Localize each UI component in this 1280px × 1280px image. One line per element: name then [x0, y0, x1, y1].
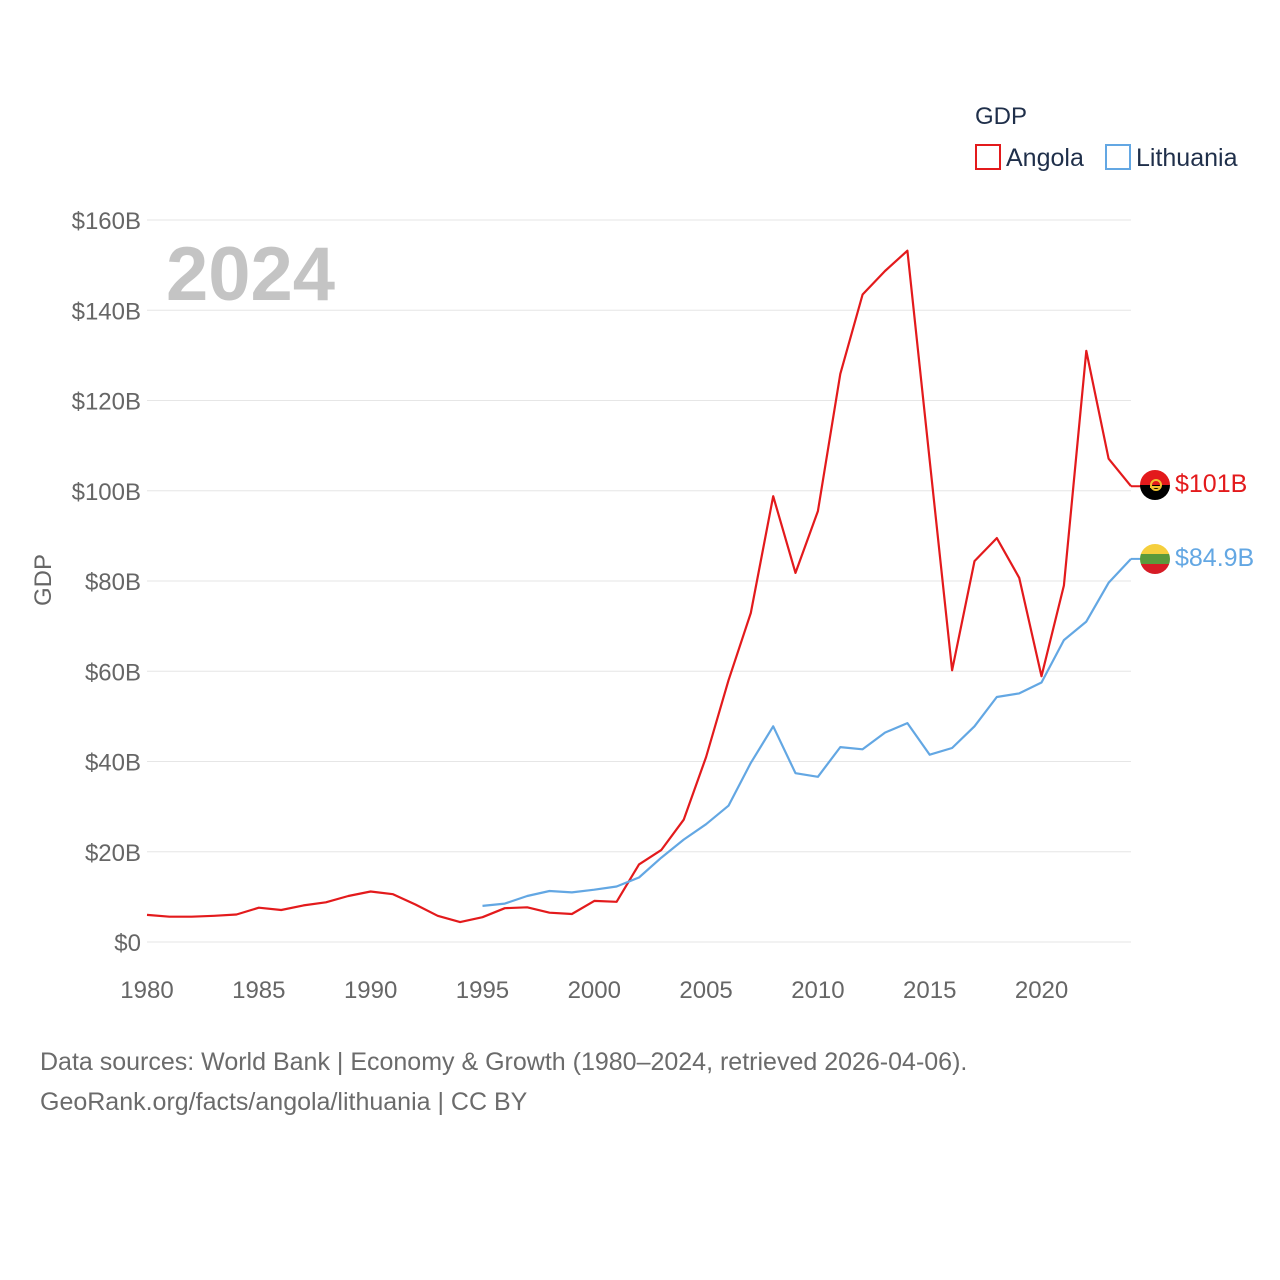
y-tick-label: $40B [85, 750, 141, 777]
y-tick-label: $60B [85, 659, 141, 686]
legend-title: GDP [975, 103, 1027, 130]
data-source-text: Data sources: World Bank | Economy & Gro… [40, 1048, 968, 1076]
series-line-angola [146, 249, 1132, 924]
legend-label-angola[interactable]: Angola [1006, 144, 1084, 172]
x-tick-label: 2005 [679, 977, 732, 1004]
lithuania-end-label: $84.9B [1175, 544, 1254, 572]
y-tick-label: $0 [114, 930, 141, 957]
y-axis-label: GDP [30, 554, 57, 606]
year-watermark: 2024 [166, 232, 335, 317]
angola-flag-icon [1140, 470, 1170, 500]
source-footer: Data sources: World Bank | Economy & Gro… [40, 1042, 967, 1122]
angola-end-label: $101B [1175, 470, 1247, 498]
x-tick-label: 2000 [568, 977, 621, 1004]
x-tick-label: 2020 [1015, 977, 1068, 1004]
y-tick-label: $140B [72, 298, 141, 325]
y-tick-label: $20B [85, 840, 141, 867]
x-tick-label: 1990 [344, 977, 397, 1004]
legend-swatch-angola[interactable] [975, 144, 1001, 170]
license-url-text[interactable]: GeoRank.org/facts/angola/lithuania | CC … [40, 1088, 528, 1116]
x-tick-label: 2010 [791, 977, 844, 1004]
y-axis-ticks: $0 $20B $40B $60B $80B $100B $120B $140B $160B [72, 208, 141, 957]
x-axis-ticks: 1980 1985 1990 1995 2000 2005 2010 2015 2020 [120, 977, 1068, 1004]
y-tick-label: $160B [72, 208, 141, 235]
legend: GDP Angola Lithuania [975, 103, 1238, 172]
y-tick-label: $100B [72, 479, 141, 506]
y-tick-label: $120B [72, 389, 141, 416]
x-tick-label: 2015 [903, 977, 956, 1004]
x-tick-label: 1980 [120, 977, 173, 1004]
y-tick-label: $80B [85, 569, 141, 596]
x-tick-label: 1985 [232, 977, 285, 1004]
gridlines [147, 219, 1131, 943]
lithuania-flag-icon [1140, 544, 1170, 574]
x-tick-label: 1995 [456, 977, 509, 1004]
series-line-lithuania [482, 558, 1132, 907]
legend-label-lithuania[interactable]: Lithuania [1136, 144, 1238, 172]
series-lines [146, 249, 1142, 924]
legend-swatch-lithuania[interactable] [1105, 144, 1131, 170]
